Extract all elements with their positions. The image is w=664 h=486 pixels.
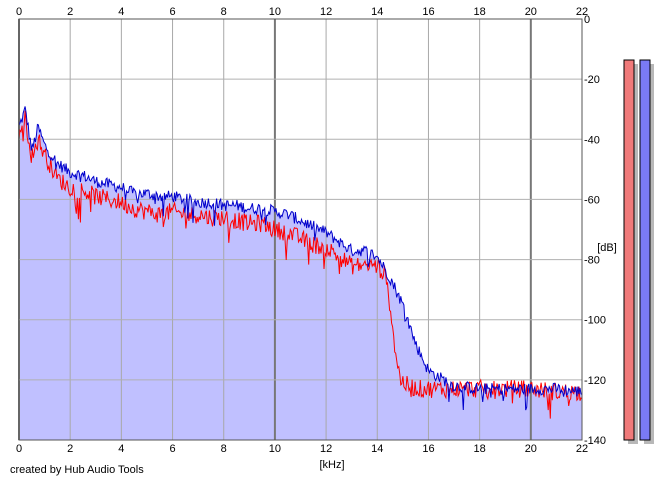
y-tick-labels: 0 -20 -40 -60 -80 -100 -120 -140 [584, 14, 606, 447]
series-layer [18, 106, 583, 419]
series-line-red [18, 110, 583, 419]
y-tick-label: 0 [584, 14, 590, 26]
series-line-blue [18, 106, 583, 411]
x-tick-label-bottom: 14 [371, 443, 383, 455]
x-tick-label-bottom: 16 [422, 443, 434, 455]
x-tick-label-bottom: 4 [118, 443, 124, 455]
x-tick-label-top: 22 [576, 6, 588, 18]
x-tick-label-bottom: 22 [576, 443, 588, 455]
footer-credit: created by Hub Audio Tools [10, 464, 144, 476]
x-tick-label-top: 16 [422, 6, 434, 18]
x-tick-label-top: 2 [67, 6, 73, 18]
spectrum-area-fill [19, 106, 582, 441]
x-tick-label-bottom: 20 [525, 443, 537, 455]
x-tick-label-top: 10 [269, 6, 281, 18]
level-meters [623, 59, 654, 444]
x-tick-label-bottom: 8 [221, 443, 227, 455]
x-tick-label-top: 6 [169, 6, 175, 18]
y-tick-label: -60 [584, 194, 600, 206]
x-tick-label-top: 12 [320, 6, 332, 18]
x-tick-label-top: 20 [525, 6, 537, 18]
y-tick-label: -140 [584, 435, 606, 447]
x-tick-label-top: 8 [221, 6, 227, 18]
plot-frame [18, 18, 583, 441]
x-tick-label-top: 18 [474, 6, 486, 18]
y-tick-label: -120 [584, 375, 606, 387]
level-meter-red [623, 59, 635, 441]
x-tick-label-bottom: 10 [269, 443, 281, 455]
x-tick-label-bottom: 0 [16, 443, 22, 455]
y-tick-label: -100 [584, 315, 606, 327]
x-unit-label: [kHz] [319, 459, 344, 471]
x-tick-label-top: 0 [16, 6, 22, 18]
x-tick-label-bottom: 6 [169, 443, 175, 455]
x-tick-label-top: 14 [371, 6, 383, 18]
spectrum-area-layer [19, 106, 582, 441]
y-tick-label: -40 [584, 134, 600, 146]
x-tick-labels-bottom: 0 2 4 6 8 10 12 14 16 18 20 22 [16, 443, 588, 455]
x-tick-label-bottom: 2 [67, 443, 73, 455]
x-tick-labels-top: 0 2 4 6 8 10 12 14 16 18 20 22 [16, 6, 588, 18]
x-tick-label-bottom: 18 [474, 443, 486, 455]
y-tick-label: -20 [584, 74, 600, 86]
x-tick-label-bottom: 12 [320, 443, 332, 455]
y-unit-label: [dB] [597, 242, 617, 254]
y-tick-label: -80 [584, 255, 600, 267]
x-tick-label-top: 4 [118, 6, 124, 18]
level-meter-blue [639, 59, 651, 441]
